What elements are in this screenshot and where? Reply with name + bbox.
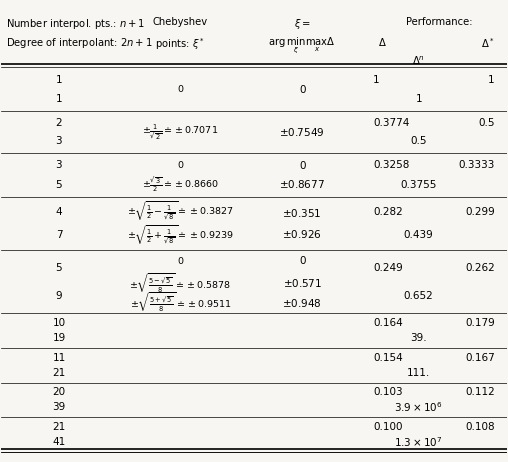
Text: 0.103: 0.103 [373, 387, 403, 397]
Text: 1: 1 [56, 75, 62, 85]
Text: $\Delta$: $\Delta$ [378, 36, 387, 48]
Text: 20: 20 [52, 387, 66, 397]
Text: 2: 2 [56, 118, 62, 128]
Text: $\pm\sqrt{\frac{5+\sqrt{5}}{8}}\doteq\pm 0.9511$: $\pm\sqrt{\frac{5+\sqrt{5}}{8}}\doteq\pm… [130, 291, 232, 314]
Text: 0.439: 0.439 [404, 230, 433, 240]
Text: 1: 1 [416, 94, 422, 104]
Text: $\pm 0.8677$: $\pm 0.8677$ [279, 178, 325, 190]
Text: 0.167: 0.167 [465, 353, 495, 363]
Text: 0: 0 [177, 85, 183, 94]
Text: $\pm 0.948$: $\pm 0.948$ [282, 297, 322, 309]
Text: 39: 39 [52, 402, 66, 413]
Text: 21: 21 [52, 422, 66, 432]
Text: 111.: 111. [407, 368, 430, 378]
Text: 9: 9 [56, 291, 62, 301]
Text: 0.100: 0.100 [373, 422, 402, 432]
Text: Performance:: Performance: [406, 17, 472, 27]
Text: 0: 0 [299, 256, 305, 266]
Text: $\Delta^*$: $\Delta^*$ [481, 36, 495, 50]
Text: 7: 7 [56, 230, 62, 240]
Text: $\pm\frac{\sqrt{3}}{2}\doteq\pm 0.8660$: $\pm\frac{\sqrt{3}}{2}\doteq\pm 0.8660$ [142, 176, 219, 194]
Text: Degree of interpolant: $2n+1$: Degree of interpolant: $2n+1$ [6, 36, 152, 50]
Text: 3: 3 [56, 160, 62, 170]
Text: 39.: 39. [410, 333, 427, 343]
Text: 0.3755: 0.3755 [400, 180, 437, 190]
Text: 1: 1 [56, 94, 62, 104]
Text: 5: 5 [56, 180, 62, 190]
Text: 0.5: 0.5 [478, 118, 495, 128]
Text: 11: 11 [52, 353, 66, 363]
Text: $\Delta^n$: $\Delta^n$ [412, 55, 425, 67]
Text: $\xi =$: $\xi =$ [294, 17, 310, 31]
Text: 1: 1 [373, 75, 379, 85]
Text: 5: 5 [56, 263, 62, 273]
Text: $3.9\times 10^6$: $3.9\times 10^6$ [394, 401, 443, 414]
Text: 1: 1 [488, 75, 495, 85]
Text: 4: 4 [56, 207, 62, 217]
Text: $\pm 0.926$: $\pm 0.926$ [282, 228, 322, 240]
Text: 0.262: 0.262 [465, 263, 495, 273]
Text: 0.652: 0.652 [404, 291, 433, 301]
Text: 0: 0 [299, 161, 305, 171]
Text: 0.164: 0.164 [373, 318, 403, 328]
Text: 0.249: 0.249 [373, 263, 403, 273]
Text: 0.3333: 0.3333 [458, 160, 495, 170]
Text: 0.179: 0.179 [465, 318, 495, 328]
Text: 0.282: 0.282 [373, 207, 403, 217]
Text: $\pm\frac{1}{\sqrt{2}}\doteq\pm 0.7071$: $\pm\frac{1}{\sqrt{2}}\doteq\pm 0.7071$ [142, 123, 218, 141]
Text: $1.3\times 10^7$: $1.3\times 10^7$ [394, 435, 443, 449]
Text: $\pm\sqrt{\frac{1}{2}-\frac{1}{\sqrt{8}}}\doteq\pm 0.3827$: $\pm\sqrt{\frac{1}{2}-\frac{1}{\sqrt{8}}… [127, 200, 234, 224]
Text: points: $\xi^*$: points: $\xi^*$ [155, 36, 206, 52]
Text: 0.3258: 0.3258 [373, 160, 409, 170]
Text: $\pm 0.7549$: $\pm 0.7549$ [279, 126, 325, 138]
Text: Chebyshev: Chebyshev [153, 17, 208, 27]
Text: 0.3774: 0.3774 [373, 118, 409, 128]
Text: 0: 0 [177, 161, 183, 170]
Text: $\pm 0.571$: $\pm 0.571$ [283, 277, 322, 289]
Text: $\pm 0.351$: $\pm 0.351$ [282, 207, 322, 219]
Text: 0.299: 0.299 [465, 207, 495, 217]
Text: Number interpol. pts.: $n+1$: Number interpol. pts.: $n+1$ [6, 17, 145, 31]
Text: $\pm\sqrt{\frac{1}{2}+\frac{1}{\sqrt{8}}}\doteq\pm 0.9239$: $\pm\sqrt{\frac{1}{2}+\frac{1}{\sqrt{8}}… [127, 223, 234, 247]
Text: 0.112: 0.112 [465, 387, 495, 397]
Text: 0.108: 0.108 [465, 422, 495, 432]
Text: 19: 19 [52, 333, 66, 343]
Text: $\arg\min_{\xi}\max_x \Delta$: $\arg\min_{\xi}\max_x \Delta$ [268, 36, 336, 56]
Text: $\pm\sqrt{\frac{5-\sqrt{5}}{8}}\doteq\pm 0.5878$: $\pm\sqrt{\frac{5-\sqrt{5}}{8}}\doteq\pm… [130, 271, 232, 295]
Text: 0: 0 [177, 257, 183, 266]
Text: 41: 41 [52, 437, 66, 447]
Text: 0.5: 0.5 [410, 136, 427, 146]
Text: 21: 21 [52, 368, 66, 378]
Text: 0.154: 0.154 [373, 353, 403, 363]
Text: 10: 10 [52, 318, 66, 328]
Text: 0: 0 [299, 85, 305, 95]
Text: 3: 3 [56, 136, 62, 146]
